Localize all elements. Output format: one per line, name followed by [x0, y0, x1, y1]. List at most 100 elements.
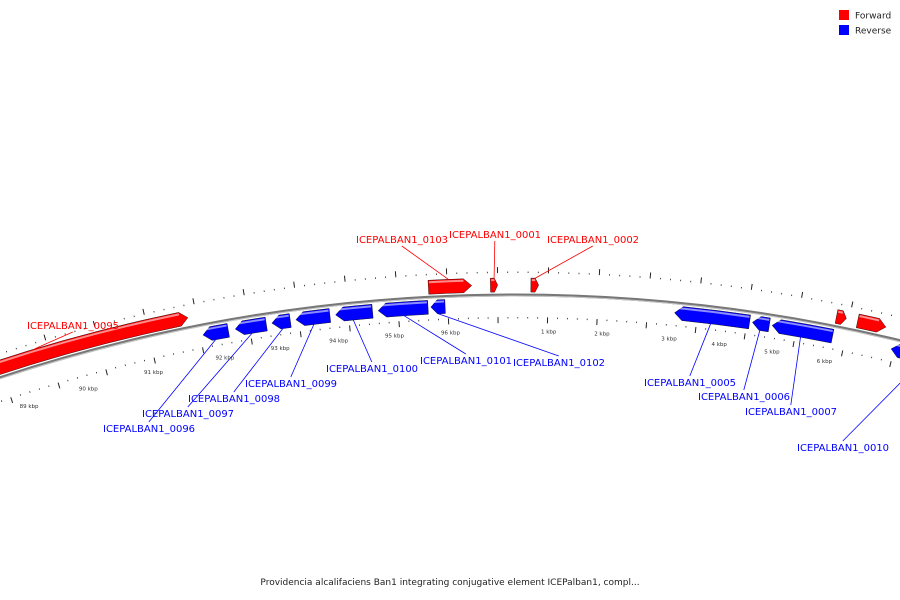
- leader-line: [493, 240, 496, 279]
- tick-mark: [694, 327, 697, 334]
- tick-label: 95 kbp: [385, 334, 404, 340]
- gene-arrow-icepalban1_0007-shine: [773, 319, 833, 333]
- gene-arrow-icepalban1_0001: [490, 277, 498, 293]
- genome-backbone-highlight: [0, 295, 900, 380]
- gene-arrow-icepalban1_0002: [530, 277, 539, 293]
- gene-label-icepalban1_0102: ICEPALBAN1_0102: [513, 358, 605, 369]
- gene-arrow-icepalban1_0007: [771, 319, 835, 344]
- gene-label-icepalban1_0005: ICEPALBAN1_0005: [644, 378, 736, 389]
- gene-label-icepalban1_0100: ICEPALBAN1_0100: [326, 364, 418, 375]
- tick-mark: [343, 275, 346, 282]
- leader-line: [689, 323, 711, 377]
- tick-mark: [750, 283, 753, 290]
- gene-arrow-icepalban1_0101-shine: [378, 301, 427, 307]
- leader-line: [290, 324, 315, 378]
- tick-mark: [92, 320, 96, 327]
- gene-arrow-icepalban1_0006-shine: [753, 316, 770, 321]
- tick-mark: [889, 361, 892, 368]
- tick-label: 91 kbp: [144, 370, 163, 376]
- gene-arrow-unlabeled-1: [834, 309, 847, 325]
- gene-label-icepalban1_0001: ICEPALBAN1_0001: [449, 230, 541, 241]
- tick-label: 94 kbp: [329, 339, 348, 345]
- leader-line: [148, 339, 216, 423]
- tick-label: 4 kbp: [711, 342, 727, 348]
- gene-arrow-icepalban1_0095: [0, 312, 189, 375]
- tick-mark: [851, 301, 854, 308]
- gene-arrow-unlabeled-2-shine: [859, 315, 880, 322]
- gene-arrow-unlabeled-1-shine: [838, 310, 844, 314]
- gene-arrow-icepalban1_0010: [890, 343, 900, 359]
- tick-mark: [293, 281, 296, 288]
- gene-label-icepalban1_0098: ICEPALBAN1_0098: [188, 394, 280, 405]
- leader-line: [233, 328, 284, 393]
- leader-line: [842, 382, 900, 442]
- legend-forward-swatch: [839, 10, 849, 20]
- gene-arrows: [0, 277, 900, 375]
- leader-line: [790, 337, 801, 406]
- tick-mark: [801, 291, 804, 298]
- gene-label-icepalban1_0099: ICEPALBAN1_0099: [245, 379, 337, 390]
- gene-arrow-icepalban1_0005-shine: [675, 306, 750, 318]
- tick-mark: [153, 357, 156, 364]
- tick-label: 89 kbp: [20, 404, 39, 410]
- tick-label: 2 kbp: [594, 331, 610, 337]
- tick-mark: [841, 350, 844, 357]
- gene-arrow-icepalban1_0099-shine: [295, 309, 329, 316]
- map-caption: Providencia alcalifaciens Ban1 integrati…: [260, 578, 640, 588]
- leader-line: [535, 245, 593, 279]
- gene-label-icepalban1_0010: ICEPALBAN1_0010: [797, 443, 889, 454]
- tick-mark: [10, 397, 14, 404]
- tick-mark: [57, 382, 61, 389]
- gene-label-icepalban1_0096: ICEPALBAN1_0096: [103, 424, 195, 435]
- gene-arrow-icepalban1_0102: [430, 299, 446, 315]
- leader-line: [187, 333, 253, 408]
- gene-labels: ICEPALBAN1_0095 ICEPALBAN1_0096 ICEPALBAN1…: [27, 230, 889, 454]
- gene-arrow-icepalban1_0098-shine: [271, 314, 289, 320]
- gene-arrow-icepalban1_0098: [271, 313, 292, 330]
- tick-label: 96 kbp: [441, 330, 460, 336]
- gene-arrow-icepalban1_0005: [674, 306, 751, 330]
- leader-line: [438, 313, 559, 357]
- tick-mark: [242, 289, 245, 296]
- gene-arrow-icepalban1_0095-shine: [0, 313, 180, 363]
- gene-arrow-icepalban1_0102-shine: [431, 300, 445, 304]
- tick-label: 5 kbp: [764, 350, 780, 356]
- gene-arrow-icepalban1_0096-shine: [202, 324, 227, 331]
- gene-arrow-unlabeled-2: [855, 313, 887, 333]
- tick-mark: [105, 369, 108, 376]
- legend-reverse-label: Reverse: [855, 27, 892, 37]
- inner-tick-ring: [0, 317, 892, 404]
- tick-mark: [792, 341, 795, 348]
- tick-label: 1 kbp: [541, 329, 557, 335]
- label-leader-lines: [34, 240, 900, 442]
- gene-arrow-icepalban1_0006: [752, 316, 771, 333]
- legend: Forward Reverse: [839, 10, 892, 37]
- leader-line: [34, 331, 73, 350]
- tick-label: 6 kbp: [817, 359, 833, 365]
- tick-label: 90 kbp: [79, 387, 98, 393]
- gene-label-icepalban1_0002: ICEPALBAN1_0002: [547, 235, 639, 246]
- tick-mark: [202, 347, 205, 354]
- tick-labels: 89 kbp 90 kbp 91 kbp 92 kbp 93 kbp 94 kbp 95 k…: [20, 329, 833, 410]
- leader-line: [401, 245, 449, 280]
- leader-line: [743, 330, 761, 391]
- tick-mark: [43, 334, 47, 341]
- gene-label-icepalban1_0095: ICEPALBAN1_0095: [27, 321, 119, 332]
- tick-mark: [700, 277, 702, 284]
- tick-label: 93 kbp: [271, 346, 290, 352]
- tick-label: 3 kbp: [661, 336, 677, 342]
- gene-label-icepalban1_0101: ICEPALBAN1_0101: [420, 356, 512, 367]
- gene-label-icepalban1_0007: ICEPALBAN1_0007: [745, 407, 837, 418]
- gene-arrow-icepalban1_0010-shine: [892, 343, 900, 347]
- tick-mark: [743, 333, 746, 340]
- legend-forward-label: Forward: [855, 12, 891, 22]
- tick-label: 92 kbp: [215, 355, 234, 361]
- gene-arrow-icepalban1_0103-shine: [428, 279, 464, 284]
- tick-mark: [142, 308, 145, 315]
- gene-label-icepalban1_0103: ICEPALBAN1_0103: [356, 235, 448, 246]
- gene-label-icepalban1_0097: ICEPALBAN1_0097: [142, 409, 234, 420]
- leader-line: [404, 315, 467, 355]
- tick-mark: [349, 325, 351, 332]
- tick-mark: [192, 298, 195, 305]
